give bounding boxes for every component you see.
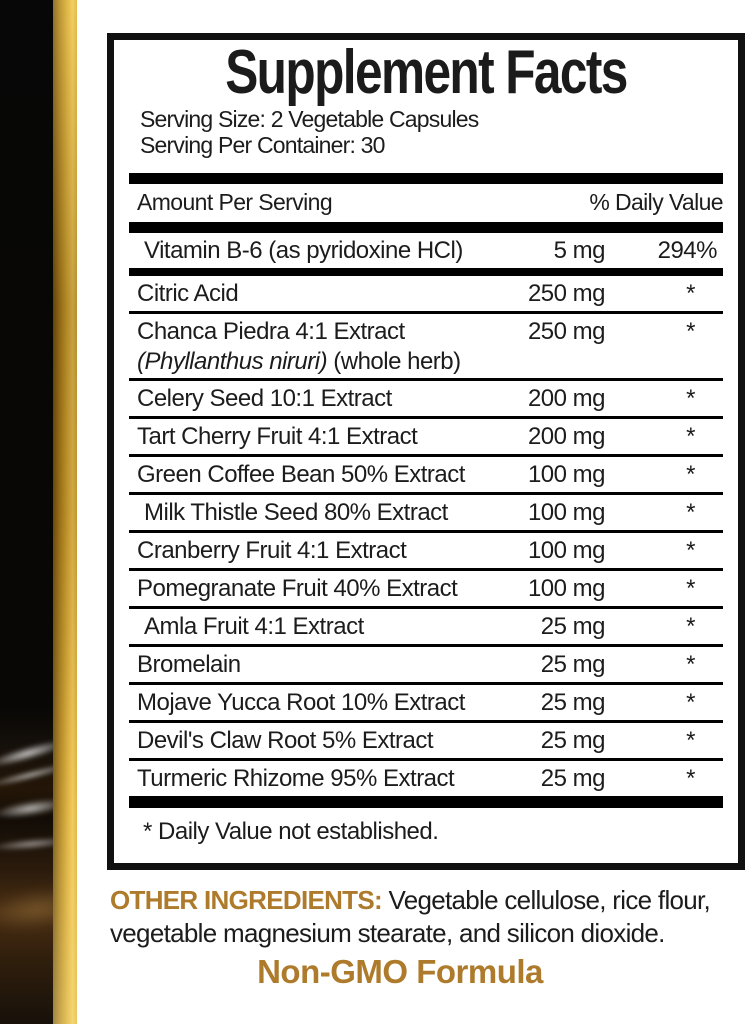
ingredient-name: Tart Cherry Fruit 4:1 Extract bbox=[137, 423, 418, 450]
ingredient-amount: 100 mg bbox=[527, 575, 606, 602]
ingredient-daily-value: * bbox=[686, 765, 695, 792]
ingredient-daily-value: * bbox=[686, 537, 695, 564]
ingredient-name: Citric Acid bbox=[137, 280, 239, 307]
ingredient-name: Turmeric Rhizome 95% Extract bbox=[137, 765, 455, 792]
column-header-daily-value: % Daily Value bbox=[589, 189, 723, 215]
gold-stripe bbox=[53, 0, 77, 1024]
ingredient-amount: 25 mg bbox=[540, 689, 606, 716]
other-ingredients: OTHER INGREDIENTS: Vegetable cellulose, … bbox=[110, 884, 750, 950]
column-header-amount: Amount Per Serving bbox=[137, 189, 333, 215]
ingredient-daily-value: * bbox=[686, 575, 695, 602]
ingredient-daily-value: * bbox=[686, 689, 695, 716]
ingredient-latin-name: (Phyllanthus niruri) (whole herb) bbox=[129, 346, 723, 375]
ingredient-daily-value: 294% bbox=[657, 237, 718, 264]
table-row: Green Coffee Bean 50% Extract 100 mg * bbox=[129, 457, 723, 495]
ingredient-amount: 25 mg bbox=[540, 765, 606, 792]
ingredient-amount: 5 mg bbox=[553, 237, 606, 264]
table-row: Chanca Piedra 4:1 Extract 250 mg * (Phyl… bbox=[129, 314, 723, 381]
ingredient-name: Devil's Claw Root 5% Extract bbox=[137, 727, 434, 754]
smoke-swirl bbox=[0, 757, 53, 793]
ingredient-name: Chanca Piedra 4:1 Extract bbox=[137, 318, 405, 345]
serving-size: Serving Size: 2 Vegetable Capsules bbox=[140, 106, 479, 132]
ingredient-amount: 25 mg bbox=[540, 651, 606, 678]
table-row: Citric Acid 250 mg * bbox=[129, 276, 723, 314]
ingredient-daily-value: * bbox=[686, 651, 695, 678]
ingredient-daily-value: * bbox=[686, 385, 695, 412]
ingredient-name: Celery Seed 10:1 Extract bbox=[137, 385, 392, 412]
table-row: Vitamin B-6 (as pyridoxine HCl) 5 mg 294… bbox=[129, 233, 723, 276]
table-row: Amla Fruit 4:1 Extract 25 mg * bbox=[129, 609, 723, 647]
ingredient-daily-value: * bbox=[686, 423, 695, 450]
divider-bar bbox=[129, 222, 723, 233]
bottle-photo-strip bbox=[0, 0, 53, 1024]
supplement-facts-title: Supplement Facts bbox=[225, 38, 628, 107]
ingredient-daily-value: * bbox=[686, 613, 695, 640]
supplement-facts-panel: Supplement Facts Serving Size: 2 Vegetab… bbox=[107, 33, 745, 870]
ingredient-daily-value: * bbox=[686, 727, 695, 754]
table-header-row: Amount Per Serving % Daily Value bbox=[129, 184, 724, 222]
ingredient-name: Amla Fruit 4:1 Extract bbox=[144, 613, 364, 640]
table-row: Turmeric Rhizome 95% Extract 25 mg * bbox=[129, 761, 723, 796]
ingredient-daily-value: * bbox=[686, 280, 695, 307]
smoke-swirl bbox=[0, 833, 53, 855]
ingredient-name: Pomegranate Fruit 40% Extract bbox=[137, 575, 458, 602]
table-row: Milk Thistle Seed 80% Extract 100 mg * bbox=[129, 495, 723, 533]
other-ingredients-heading: OTHER INGREDIENTS: bbox=[110, 885, 383, 915]
ingredient-amount: 100 mg bbox=[527, 461, 606, 488]
other-ingredients-text: Vegetable cellulose, rice flour, vegetab… bbox=[110, 885, 711, 948]
ingredient-amount: 25 mg bbox=[540, 613, 606, 640]
smoke-swirl bbox=[0, 880, 53, 938]
divider-bar bbox=[129, 796, 723, 808]
ingredient-daily-value: * bbox=[686, 499, 695, 526]
table-row: Tart Cherry Fruit 4:1 Extract 200 mg * bbox=[129, 419, 723, 457]
latin-name-rest: (whole herb) bbox=[327, 348, 461, 375]
table-row: Celery Seed 10:1 Extract 200 mg * bbox=[129, 381, 723, 419]
table-row: Devil's Claw Root 5% Extract 25 mg * bbox=[129, 723, 723, 761]
table-row: Mojave Yucca Root 10% Extract 25 mg * bbox=[129, 685, 723, 723]
ingredient-daily-value: * bbox=[686, 461, 695, 488]
smoke-swirl bbox=[0, 793, 53, 824]
ingredient-amount: 25 mg bbox=[540, 727, 606, 754]
ingredient-name: Cranberry Fruit 4:1 Extract bbox=[137, 537, 407, 564]
ingredient-name: Milk Thistle Seed 80% Extract bbox=[144, 499, 448, 526]
smoke-swirl bbox=[0, 733, 53, 774]
table-row: Cranberry Fruit 4:1 Extract 100 mg * bbox=[129, 533, 723, 571]
ingredient-amount: 250 mg bbox=[527, 318, 606, 345]
ingredient-amount: 100 mg bbox=[527, 537, 606, 564]
ingredient-amount: 200 mg bbox=[527, 423, 606, 450]
ingredient-amount: 100 mg bbox=[527, 499, 606, 526]
ingredient-daily-value: * bbox=[686, 318, 695, 345]
non-gmo-formula: Non-GMO Formula bbox=[257, 953, 543, 990]
divider-bar bbox=[129, 173, 723, 184]
table-row: Bromelain 25 mg * bbox=[129, 647, 723, 685]
ingredient-amount: 200 mg bbox=[527, 385, 606, 412]
latin-name-italic: (Phyllanthus niruri) bbox=[137, 348, 328, 375]
ingredient-name: Vitamin B-6 (as pyridoxine HCl) bbox=[144, 237, 463, 264]
ingredient-amount: 250 mg bbox=[527, 280, 606, 307]
table-row: Pomegranate Fruit 40% Extract 100 mg * bbox=[129, 571, 723, 609]
ingredient-name: Mojave Yucca Root 10% Extract bbox=[137, 689, 465, 716]
daily-value-footnote: * Daily Value not established. bbox=[143, 818, 439, 845]
ingredient-name: Green Coffee Bean 50% Extract bbox=[137, 461, 465, 488]
ingredient-name: Bromelain bbox=[137, 651, 241, 678]
servings-per-container: Serving Per Container: 30 bbox=[140, 132, 385, 158]
